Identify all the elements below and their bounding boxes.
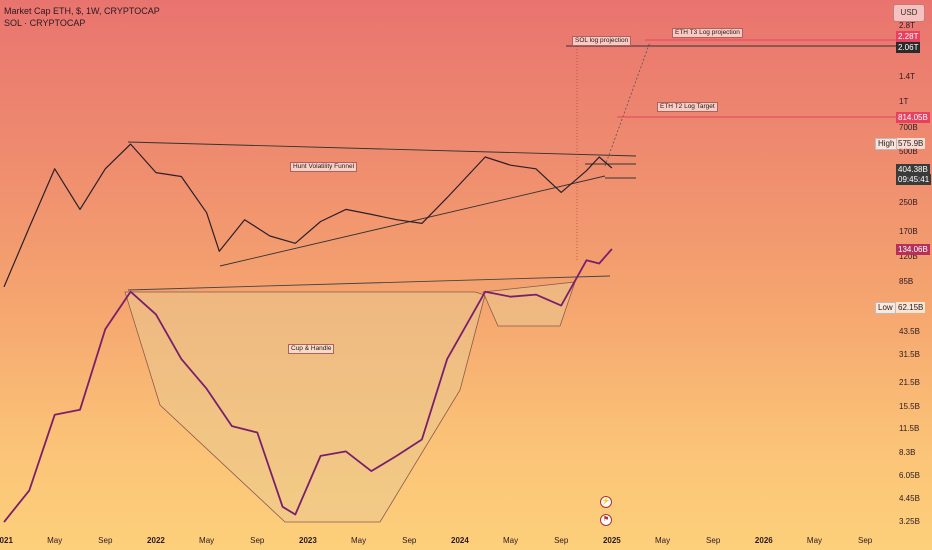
- y-tick-label: 3.25B: [899, 517, 920, 526]
- x-tick-label: 2024: [450, 536, 469, 545]
- y-tick-label: 1T: [899, 96, 909, 106]
- annotation-label: SOL log projection: [572, 36, 632, 46]
- annotation-label: Cup & Handle: [288, 344, 335, 354]
- x-tick-label: Sep: [858, 536, 873, 545]
- price-label-eth-current: 09:45:41: [896, 174, 932, 185]
- y-tick-label: 2.8T: [899, 21, 916, 30]
- y-tick-label: 120B: [899, 252, 918, 262]
- chart-subtitle: SOL · CRYPTOCAP: [4, 18, 86, 28]
- chart-title: Market Cap ETH, $, 1W, CRYPTOCAP: [4, 6, 160, 16]
- x-tick-label: Sep: [250, 536, 265, 545]
- y-tick-label: 170B: [899, 226, 918, 236]
- y-tick-label: 8.3B: [899, 448, 916, 458]
- x-tick-label: May: [806, 536, 823, 545]
- annotation-label: ETH T2 Log Target: [657, 102, 718, 112]
- y-tick-label: 250B: [899, 198, 918, 208]
- x-tick-label: May: [351, 536, 367, 545]
- cup-area: [124, 291, 486, 523]
- high-label: High: [875, 138, 898, 150]
- annotation-label: Hunt Volatility Funnel: [290, 162, 358, 172]
- price-label-low: 62.15B: [896, 302, 926, 313]
- x-tick-label: 2026: [754, 536, 773, 545]
- price-label-target: 2.28T: [896, 31, 921, 42]
- handle-area: [482, 281, 576, 327]
- low-label: Low: [875, 302, 896, 314]
- x-tick-label: 2025: [602, 536, 621, 545]
- price-label-sol-current: 134.06B: [896, 244, 930, 255]
- y-tick-label: 85B: [899, 277, 914, 287]
- price-label-high: 575.9B: [896, 138, 926, 149]
- funnel-bottom-line: [219, 175, 606, 267]
- x-tick-label: Sep: [402, 536, 417, 545]
- eth-projection-line: [604, 41, 651, 167]
- y-tick-label: 43.5B: [899, 326, 920, 336]
- series-line-sol: [3, 248, 613, 523]
- x-tick-label: Sep: [706, 536, 721, 545]
- x-tick-label: 2021: [0, 536, 13, 545]
- series-line-eth: [3, 143, 613, 288]
- flag-icon[interactable]: ⚑: [600, 514, 612, 526]
- annotation-label: ETH T3 Log projection: [672, 28, 743, 38]
- y-tick-label: 15.5B: [899, 402, 920, 412]
- flash-icon[interactable]: ⚡: [600, 496, 612, 508]
- y-tick-label: 700B: [899, 122, 918, 132]
- x-tick-label: May: [654, 536, 671, 545]
- price-label-eth-current: 404.38B: [896, 164, 930, 175]
- currency-button[interactable]: USD: [893, 4, 925, 22]
- x-tick-label: May: [47, 536, 63, 545]
- y-tick-label: 11.5B: [899, 424, 920, 434]
- y-tick-label: 4.45B: [899, 493, 920, 503]
- funnel-top-line: [127, 141, 637, 157]
- cup-rim-line: [127, 275, 611, 291]
- price-label-target-dark: 2.06T: [896, 42, 921, 53]
- y-tick-label: 1.4T: [899, 71, 916, 81]
- x-tick-label: May: [502, 536, 519, 545]
- x-tick-label: Sep: [98, 536, 113, 545]
- x-tick-label: 2022: [147, 536, 165, 545]
- y-tick-label: 21.5B: [899, 378, 920, 388]
- x-tick-label: Sep: [554, 536, 569, 545]
- x-tick-label: 2023: [299, 536, 317, 545]
- x-tick-label: May: [199, 536, 215, 545]
- y-tick-label: 31.5B: [899, 350, 920, 360]
- y-tick-label: 6.05B: [899, 471, 920, 481]
- y-tick-label: 500B: [899, 147, 918, 157]
- chart-header: Market Cap ETH, $, 1W, CRYPTOCAP SOL · C…: [4, 5, 160, 29]
- price-label-target: 814.05B: [896, 112, 930, 123]
